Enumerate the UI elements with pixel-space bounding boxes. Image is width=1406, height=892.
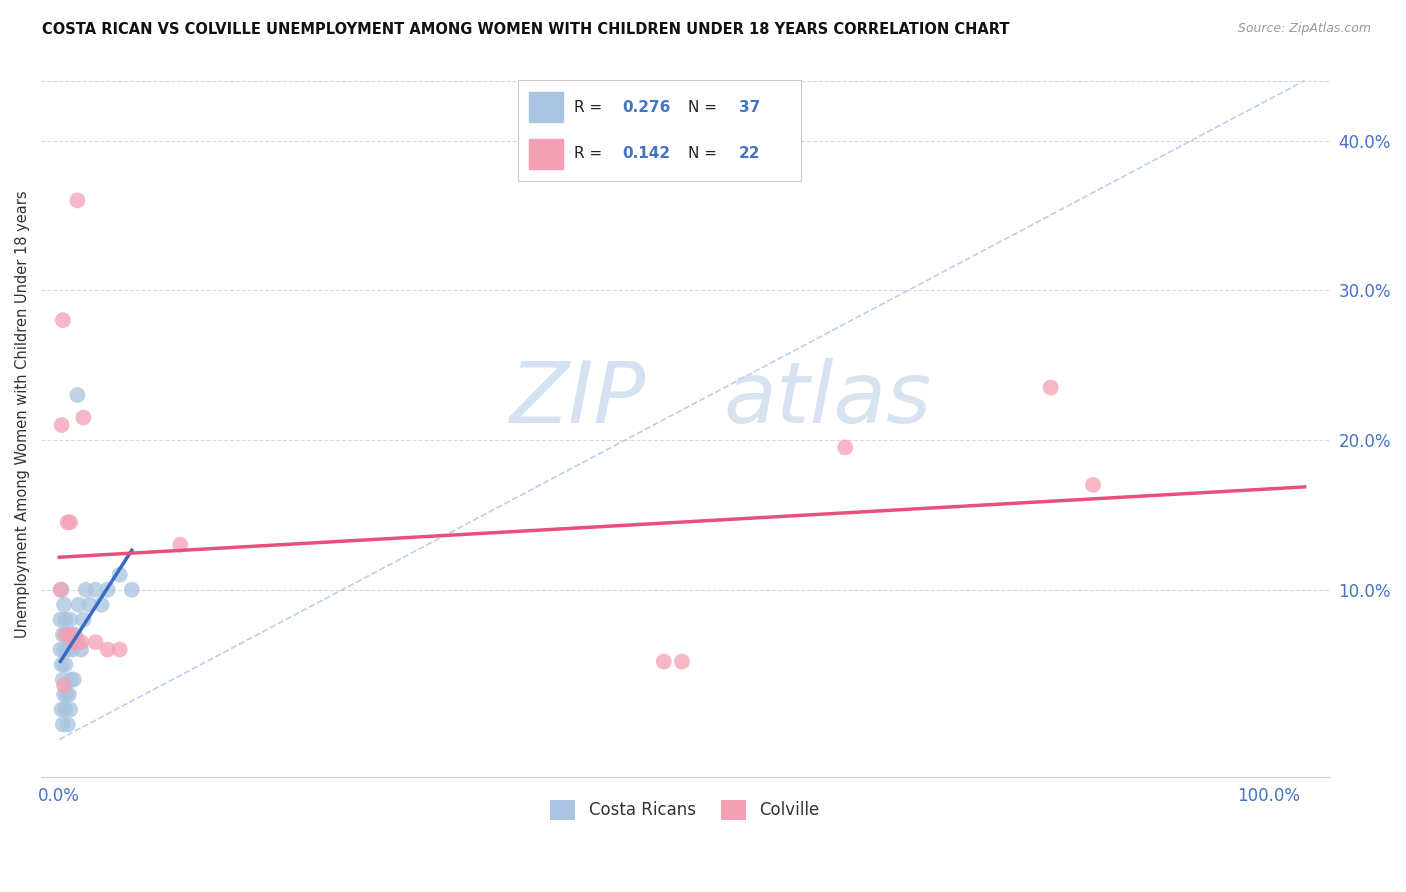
Point — [72, 410, 94, 425]
Point — [671, 655, 693, 669]
Point — [51, 582, 73, 597]
Point — [97, 642, 120, 657]
Point — [90, 598, 112, 612]
Point — [97, 582, 120, 597]
Point — [53, 598, 76, 612]
Point — [59, 516, 82, 530]
Point — [49, 642, 72, 657]
Point — [52, 313, 75, 327]
Point — [56, 642, 79, 657]
Point — [652, 655, 675, 669]
Text: atlas: atlas — [724, 358, 932, 441]
Point — [169, 538, 191, 552]
Point — [49, 582, 72, 597]
Point — [53, 679, 76, 693]
Point — [59, 613, 82, 627]
Point — [84, 635, 107, 649]
Point — [53, 627, 76, 641]
Point — [66, 388, 89, 402]
Point — [53, 613, 76, 627]
Point — [51, 417, 73, 432]
Text: Source: ZipAtlas.com: Source: ZipAtlas.com — [1237, 22, 1371, 36]
Point — [53, 657, 76, 672]
Point — [79, 598, 101, 612]
Point — [834, 441, 856, 455]
Point — [84, 582, 107, 597]
Point — [60, 673, 83, 687]
Point — [49, 613, 72, 627]
Point — [121, 582, 143, 597]
Point — [59, 702, 82, 716]
Point — [70, 642, 93, 657]
Point — [62, 673, 84, 687]
Point — [55, 627, 77, 641]
Point — [58, 688, 80, 702]
Point — [53, 642, 76, 657]
Point — [52, 717, 75, 731]
Point — [1039, 380, 1062, 394]
Point — [53, 702, 76, 716]
Y-axis label: Unemployment Among Women with Children Under 18 years: Unemployment Among Women with Children U… — [15, 190, 30, 638]
Point — [70, 635, 93, 649]
Point — [75, 582, 97, 597]
Point — [108, 567, 131, 582]
Text: COSTA RICAN VS COLVILLE UNEMPLOYMENT AMONG WOMEN WITH CHILDREN UNDER 18 YEARS CO: COSTA RICAN VS COLVILLE UNEMPLOYMENT AMO… — [42, 22, 1010, 37]
Point — [62, 635, 84, 649]
Point — [60, 627, 83, 641]
Point — [66, 635, 89, 649]
Point — [1081, 478, 1104, 492]
Point — [108, 642, 131, 657]
Point — [52, 673, 75, 687]
Point — [56, 717, 79, 731]
Point — [66, 194, 89, 208]
Point — [72, 613, 94, 627]
Point — [52, 627, 75, 641]
Text: ZIP: ZIP — [510, 358, 647, 441]
Point — [58, 627, 80, 641]
Legend: Costa Ricans, Colville: Costa Ricans, Colville — [544, 793, 827, 827]
Point — [56, 516, 79, 530]
Point — [51, 657, 73, 672]
Point — [62, 642, 84, 657]
Point — [63, 627, 86, 641]
Point — [53, 688, 76, 702]
Point — [51, 702, 73, 716]
Point — [67, 598, 90, 612]
Point — [55, 688, 77, 702]
